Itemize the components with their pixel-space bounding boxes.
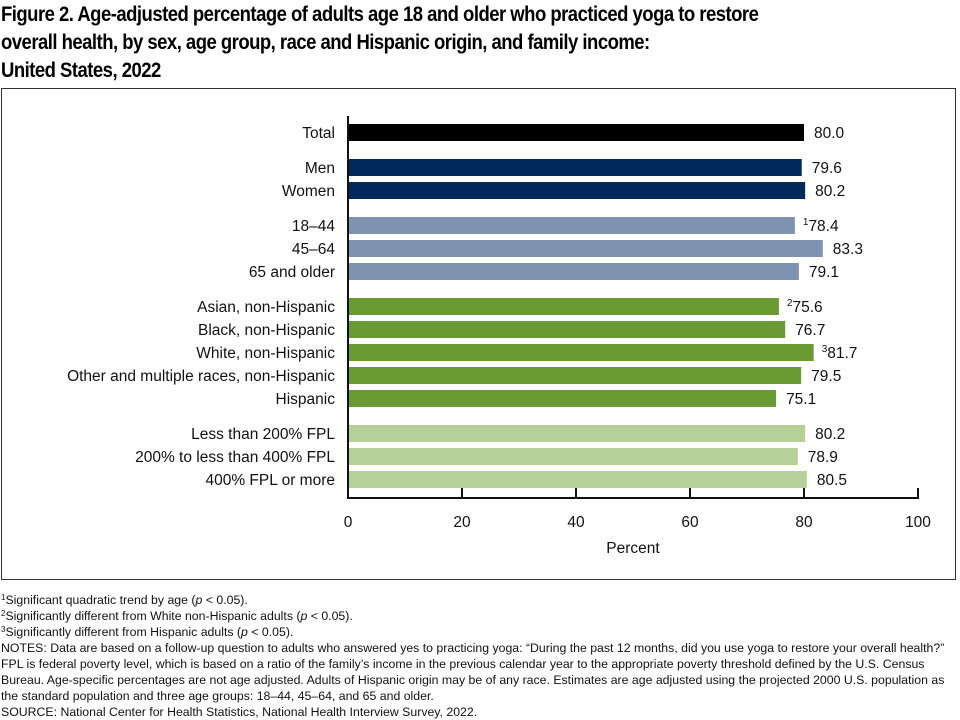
x-axis: 0 20 40 60 80 100 [344,116,931,531]
notes-section: 1Significant quadratic trend by age (p <… [1,592,959,720]
bar [348,344,814,361]
x-tick-label: 100 [905,514,931,531]
category-label: Less than 200% FPL [191,426,335,443]
value-label: 178.4 [803,217,839,235]
value-label: 275.6 [787,298,823,316]
footnote-marker: 2 [787,298,793,309]
category-label: 65 and older [249,264,335,281]
value-label: 79.1 [809,264,839,281]
value-label: 80.2 [815,426,845,443]
value-label: 75.1 [786,391,816,408]
category-label: Other and multiple races, non-Hispanic [67,368,335,385]
footnote-marker: 3 [822,344,828,355]
bar [348,390,777,407]
x-tick-label: 0 [344,514,353,531]
footnote-2: 2Significantly different from White non-… [1,609,353,623]
value-label: 381.7 [822,344,858,362]
value-label: 79.5 [811,368,841,385]
category-label: 400% FPL or more [205,472,335,489]
value-label: 80.0 [814,125,845,142]
category-label: Total [302,125,335,142]
footnote-3: 3Significantly different from Hispanic a… [1,625,294,639]
x-axis-title: Percent [606,540,660,557]
bar [348,448,798,465]
x-tick-label: 40 [567,514,585,531]
figure-title-line: Figure 2. Age-adjusted percentage of adu… [1,2,759,26]
bar [348,217,795,234]
category-label: White, non-Hispanic [196,345,335,362]
figure-title: Figure 2. Age-adjusted percentage of adu… [1,0,956,84]
bar [348,321,786,338]
value-label: 80.2 [815,183,845,200]
bar [348,263,799,280]
value-label: 83.3 [833,241,863,258]
bar [348,367,802,384]
footnote-1: 1Significant quadratic trend by age (p <… [1,593,248,607]
category-label: Men [305,160,335,177]
category-label: 45–64 [292,241,335,258]
figure-title-line: overall health, by sex, age group, race … [1,30,650,54]
value-label: 80.5 [817,472,847,489]
category-label: Black, non-Hispanic [198,322,335,339]
bar [348,240,823,257]
value-label: 79.6 [812,160,842,177]
footnote-mark: 3 [1,625,6,634]
category-label: 200% to less than 400% FPL [135,449,335,466]
bar [348,298,779,315]
category-label: Asian, non-Hispanic [197,299,335,316]
value-label: 76.7 [795,322,825,339]
category-label: Hispanic [276,391,336,408]
category-label: Women [282,183,335,200]
x-tick-label: 80 [795,514,813,531]
footnote-mark: 1 [1,593,6,602]
value-label: 78.9 [808,449,838,466]
figure-title-line: United States, 2022 [1,58,161,82]
bar [348,471,807,488]
bar [348,159,802,176]
x-tick-label: 20 [453,514,471,531]
category-label: 18–44 [292,218,335,235]
chart-frame [1,88,956,580]
bar [348,124,804,141]
notes-text: NOTES: Data are based on a follow-up que… [1,641,945,703]
source-text: SOURCE: National Center for Health Stati… [1,705,478,719]
bar [348,425,806,442]
x-tick-label: 60 [681,514,699,531]
bars-layer: Total 80.0 Men 79.6 Women 80.2 18–44 178.4 45–64… [67,124,863,489]
bar-chart: Total 80.0 Men 79.6 Women 80.2 18–44 178.4 45–64… [67,116,931,557]
footnote-marker: 1 [803,217,809,228]
footnote-mark: 2 [1,609,6,618]
bar [348,182,806,199]
